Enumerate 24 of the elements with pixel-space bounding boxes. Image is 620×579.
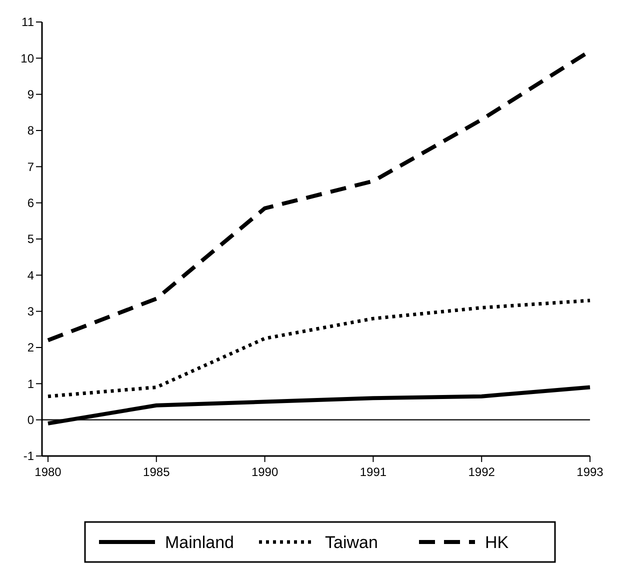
x-tick-label: 1993: [576, 465, 604, 479]
y-tick-label: 9: [27, 88, 34, 102]
line-series: [46, 385, 592, 426]
x-tick-label: 1992: [468, 465, 496, 479]
line-series: [46, 298, 592, 398]
x-tick-label: 1991: [360, 465, 387, 479]
x-tick-label: 1980: [34, 465, 62, 479]
y-tick-label: 4: [27, 268, 34, 282]
y-tick-label: 5: [27, 232, 34, 246]
y-tick-label: 7: [27, 160, 34, 174]
y-tick-label: 10: [20, 51, 34, 66]
y-tick-label: 0: [27, 413, 34, 428]
y-tick-label: -1: [23, 449, 34, 464]
y-tick-label: 3: [27, 304, 34, 319]
x-tick-label: 1985: [143, 465, 170, 479]
y-tick-label: 6: [27, 196, 34, 210]
y-tick-label: 2: [27, 340, 34, 355]
legend-label: Mainland: [165, 532, 234, 552]
y-tick-label: 8: [27, 124, 34, 138]
legend-label: HK: [485, 532, 510, 552]
legend-label: Taiwan: [325, 532, 378, 552]
y-tick-label: 11: [22, 15, 34, 30]
x-tick-label: 1990: [251, 465, 278, 479]
y-tick-label: 1: [27, 376, 34, 391]
